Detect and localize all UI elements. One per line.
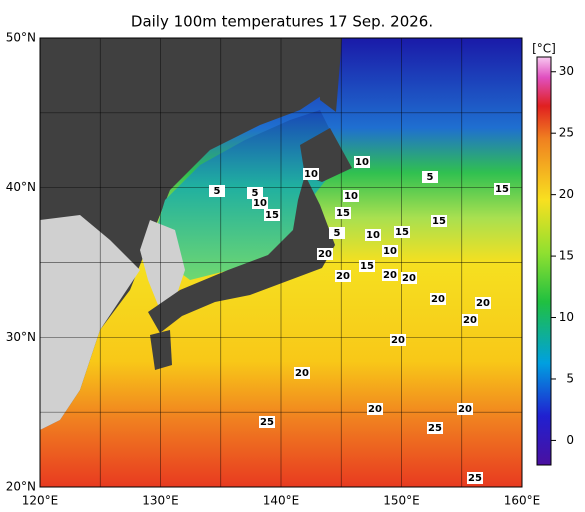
contour-label-bg xyxy=(467,472,483,484)
colorbar-tick-label: 20 xyxy=(559,187,574,201)
land-mask xyxy=(40,38,340,430)
contour-label-bg xyxy=(303,168,319,180)
contour-label: 5 xyxy=(334,228,341,239)
contour-label: 20 xyxy=(431,294,445,305)
contour-label: 20 xyxy=(463,315,477,326)
contour-label-bg xyxy=(427,422,443,434)
contour-label-bg xyxy=(462,314,478,326)
y-tick-label: 30°N xyxy=(6,330,36,344)
contour-label-bg xyxy=(252,197,268,209)
contour-label: 20 xyxy=(368,404,382,415)
honshu xyxy=(148,175,335,333)
china xyxy=(40,215,140,430)
colorbar-tick-label: 5 xyxy=(566,371,574,385)
contour-label: 15 xyxy=(495,184,509,195)
contour-label-bg xyxy=(382,245,398,257)
sakhalin xyxy=(318,38,342,112)
contour-label-bg xyxy=(394,226,410,238)
contour-label: 20 xyxy=(391,335,405,346)
contour-label-bg xyxy=(317,248,333,260)
contour-label-bg xyxy=(422,171,438,183)
contour-label: 5 xyxy=(214,186,221,197)
contour-label-bg xyxy=(359,260,375,272)
contour-label: 15 xyxy=(265,210,279,221)
contour-label: 25 xyxy=(428,423,442,434)
contour-label: 15 xyxy=(395,227,409,238)
contour-label: 25 xyxy=(260,417,274,428)
contour-label-bg xyxy=(335,207,351,219)
contour-label-bg xyxy=(401,272,417,284)
x-tick-label: 150°E xyxy=(383,494,420,508)
x-tick-label: 140°E xyxy=(263,494,300,508)
colorbar-tick-label: 25 xyxy=(559,126,574,140)
x-tick-label: 160°E xyxy=(504,494,541,508)
contour-label-bg xyxy=(367,403,383,415)
contour-label-bg xyxy=(457,403,473,415)
colorbar-tick-label: 10 xyxy=(559,310,574,324)
contour-label-bg xyxy=(390,334,406,346)
contour-label: 10 xyxy=(355,157,369,168)
y-tick-label: 40°N xyxy=(6,180,36,194)
contour-label-bg xyxy=(494,183,510,195)
korea xyxy=(140,220,185,310)
colorbar-tick-label: 0 xyxy=(566,433,574,447)
contour-label-bg xyxy=(382,269,398,281)
grid xyxy=(40,38,522,487)
contour-label: 15 xyxy=(336,208,350,219)
y-tick-label: 20°N xyxy=(6,480,36,494)
contour-label-bg xyxy=(294,367,310,379)
contour-label: 20 xyxy=(402,273,416,284)
contour-label: 20 xyxy=(458,404,472,415)
contour-label-bg xyxy=(259,416,275,428)
contour-label: 10 xyxy=(304,169,318,180)
map-title: Daily 100m temperatures 17 Sep. 2026. xyxy=(131,13,433,31)
kyushu xyxy=(150,330,172,370)
contour-label: 20 xyxy=(318,249,332,260)
contour-label-bg xyxy=(264,209,280,221)
contour-label-bg xyxy=(335,270,351,282)
contour-label: 20 xyxy=(336,271,350,282)
map-frame xyxy=(39,37,523,488)
contour-label: 20 xyxy=(295,368,309,379)
contour-label: 10 xyxy=(344,191,358,202)
contour-label: 10 xyxy=(383,246,397,257)
contour-label-bg xyxy=(329,227,345,239)
x-tick-label: 120°E xyxy=(22,494,59,508)
contour-label-bg xyxy=(431,215,447,227)
y-tick-label: 50°N xyxy=(6,31,36,45)
contour-label: 20 xyxy=(476,298,490,309)
contour-label-bg xyxy=(343,190,359,202)
contour-label-bg xyxy=(354,156,370,168)
colorbar xyxy=(536,56,552,466)
axes: 120°E 130°E 140°E 150°E 160°E 20°N 30°N 40°N 50°… xyxy=(6,31,574,508)
contour-label: 5 xyxy=(252,188,259,199)
contour-label-bg xyxy=(475,297,491,309)
colorbar-tick-label: 15 xyxy=(559,249,574,263)
contour-label: 5 xyxy=(427,172,434,183)
contour-label-bg xyxy=(209,185,225,197)
contour-label-bg xyxy=(247,187,263,199)
contour-label-bg xyxy=(365,229,381,241)
contour-label: 15 xyxy=(360,261,374,272)
x-tick-label: 130°E xyxy=(142,494,179,508)
contour-label-bg xyxy=(430,293,446,305)
contour-label: 15 xyxy=(432,216,446,227)
contour-label: 20 xyxy=(383,270,397,281)
contour-label: 25 xyxy=(468,473,482,484)
contour-label: 10 xyxy=(366,230,380,241)
contour-label: 10 xyxy=(253,198,267,209)
colorbar-tick-label: 30 xyxy=(559,64,574,78)
colorbar-label: [°C] xyxy=(532,42,556,56)
